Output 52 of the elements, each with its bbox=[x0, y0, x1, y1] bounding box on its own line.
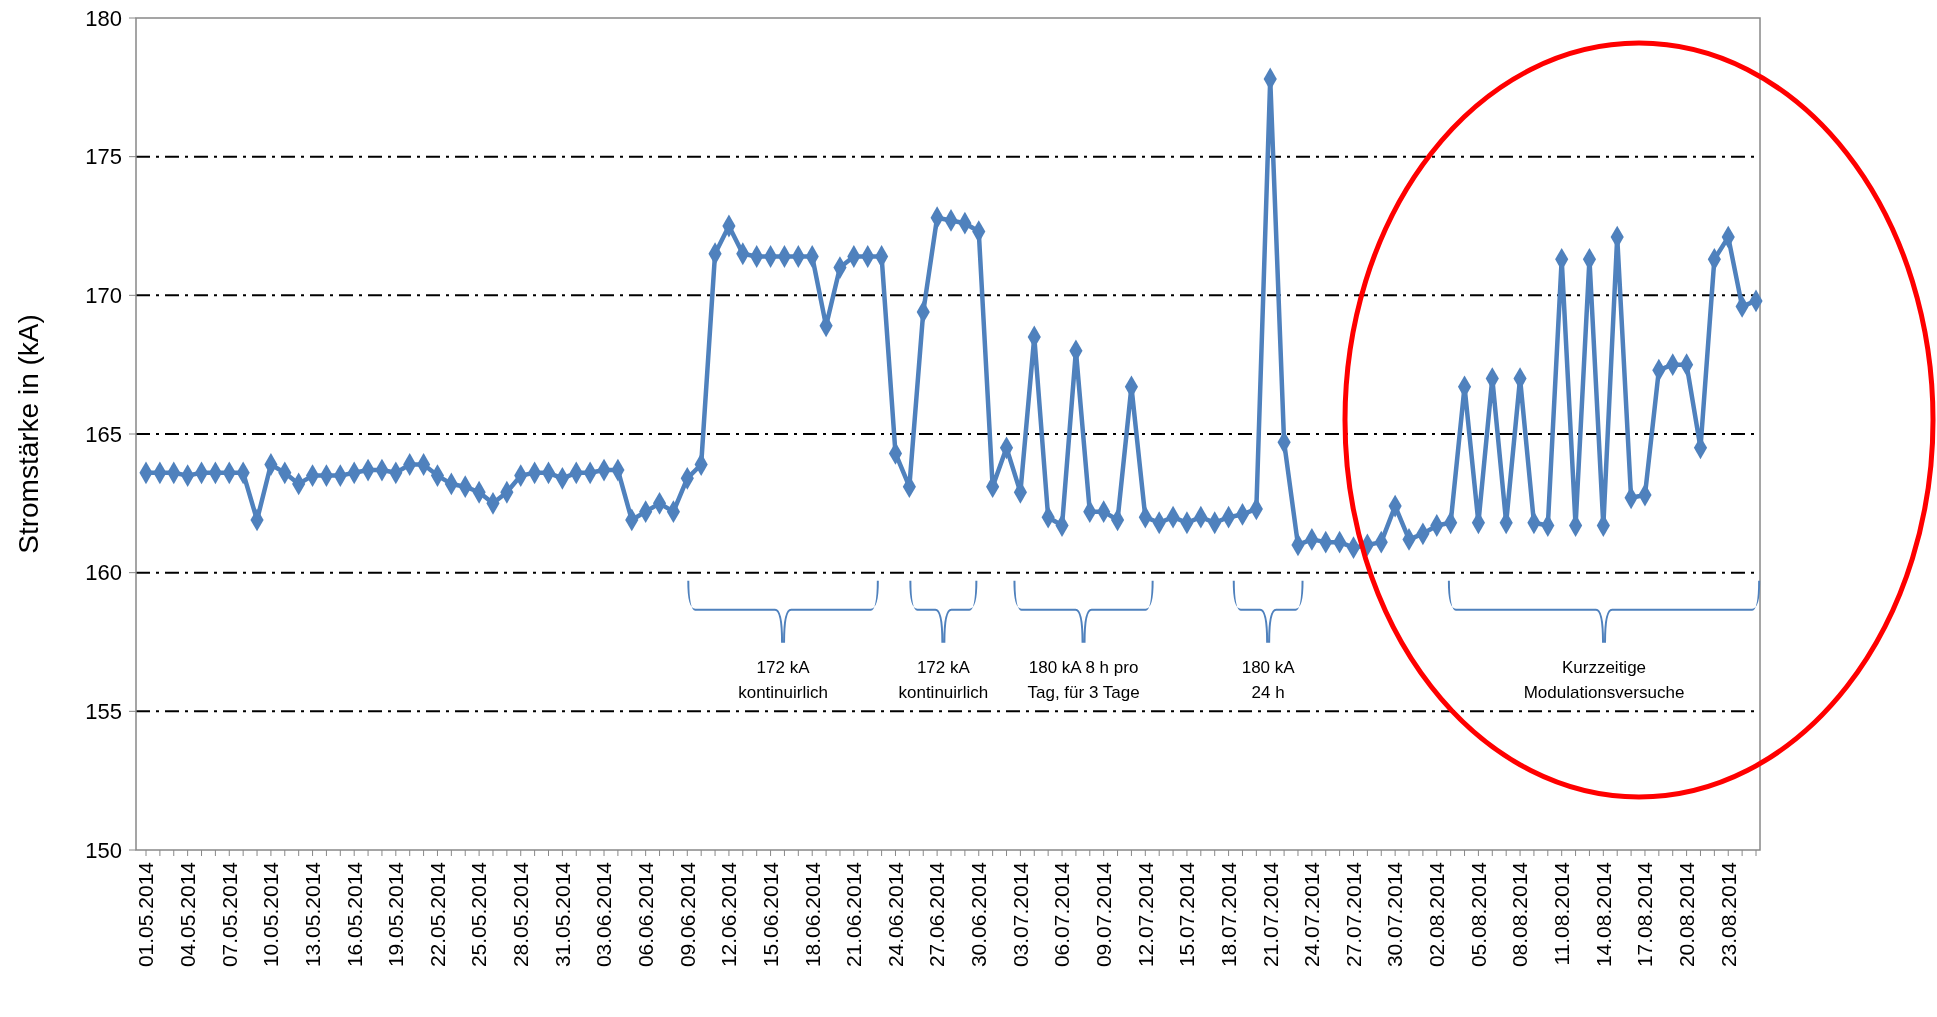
y-tick-label: 170 bbox=[85, 283, 122, 309]
annotation: 180 kA 24 h bbox=[1241, 657, 1296, 702]
x-tick-label: 30.07.2014 bbox=[1383, 861, 1407, 968]
annotation: Kurzzeitige Modulationsversuche bbox=[1523, 657, 1685, 702]
x-tick-label: 06.06.2014 bbox=[634, 861, 658, 968]
annotation: 172 kA kontinuirlich bbox=[898, 657, 989, 702]
x-tick-label: 02.08.2014 bbox=[1425, 861, 1449, 968]
x-tick-label: 21.06.2014 bbox=[842, 861, 866, 968]
x-tick-label: 27.06.2014 bbox=[925, 861, 949, 968]
x-tick-label: 30.06.2014 bbox=[967, 861, 991, 968]
x-tick-label: 13.05.2014 bbox=[300, 861, 324, 968]
x-tick-label: 18.07.2014 bbox=[1216, 861, 1240, 968]
y-tick-label: 155 bbox=[85, 699, 122, 725]
y-tick-label: 165 bbox=[85, 421, 122, 447]
x-tick-label: 19.05.2014 bbox=[384, 861, 408, 968]
x-tick-label: 16.05.2014 bbox=[342, 861, 366, 968]
y-axis-title: Stromstärke in (kA) bbox=[13, 314, 44, 554]
x-tick-label: 31.05.2014 bbox=[550, 861, 574, 968]
x-tick-label: 09.07.2014 bbox=[1092, 861, 1116, 968]
x-tick-label: 22.05.2014 bbox=[425, 861, 449, 968]
x-tick-label: 14.08.2014 bbox=[1591, 861, 1615, 968]
x-tick-label: 20.08.2014 bbox=[1674, 861, 1698, 968]
annotation: 180 kA 8 h pro Tag, für 3 Tage bbox=[1027, 657, 1140, 702]
x-tick-label: 08.08.2014 bbox=[1508, 861, 1532, 968]
y-tick-label: 160 bbox=[85, 560, 122, 586]
x-tick-label: 09.06.2014 bbox=[675, 861, 699, 968]
y-tick-label: 150 bbox=[85, 837, 122, 863]
x-tick-label: 23.08.2014 bbox=[1716, 861, 1740, 968]
x-tick-label: 18.06.2014 bbox=[800, 861, 824, 968]
x-tick-label: 12.06.2014 bbox=[717, 861, 741, 968]
x-tick-label: 05.08.2014 bbox=[1466, 861, 1490, 968]
x-tick-label: 21.07.2014 bbox=[1258, 861, 1282, 968]
x-tick-label: 07.05.2014 bbox=[217, 861, 241, 968]
x-tick-label: 03.07.2014 bbox=[1008, 861, 1032, 968]
x-tick-label: 24.07.2014 bbox=[1300, 861, 1324, 968]
x-tick-label: 01.05.2014 bbox=[134, 861, 158, 968]
x-tick-label: 12.07.2014 bbox=[1133, 861, 1157, 968]
x-tick-label: 27.07.2014 bbox=[1341, 861, 1365, 968]
x-tick-label: 17.08.2014 bbox=[1633, 861, 1657, 968]
x-tick-label: 11.08.2014 bbox=[1550, 861, 1574, 966]
annotation: 172 kA kontinuirlich bbox=[738, 657, 828, 702]
y-tick-label: 175 bbox=[85, 144, 122, 170]
x-tick-label: 28.05.2014 bbox=[509, 861, 533, 968]
x-tick-label: 04.05.2014 bbox=[175, 861, 199, 968]
x-tick-label: 24.06.2014 bbox=[883, 861, 907, 968]
x-tick-label: 25.05.2014 bbox=[467, 861, 491, 968]
x-tick-label: 15.06.2014 bbox=[758, 861, 782, 968]
x-tick-label: 10.05.2014 bbox=[259, 861, 283, 968]
x-tick-label: 03.06.2014 bbox=[592, 861, 616, 968]
y-tick-label: 180 bbox=[85, 5, 122, 31]
x-tick-label: 06.07.2014 bbox=[1050, 861, 1074, 968]
x-tick-label: 15.07.2014 bbox=[1175, 861, 1199, 968]
